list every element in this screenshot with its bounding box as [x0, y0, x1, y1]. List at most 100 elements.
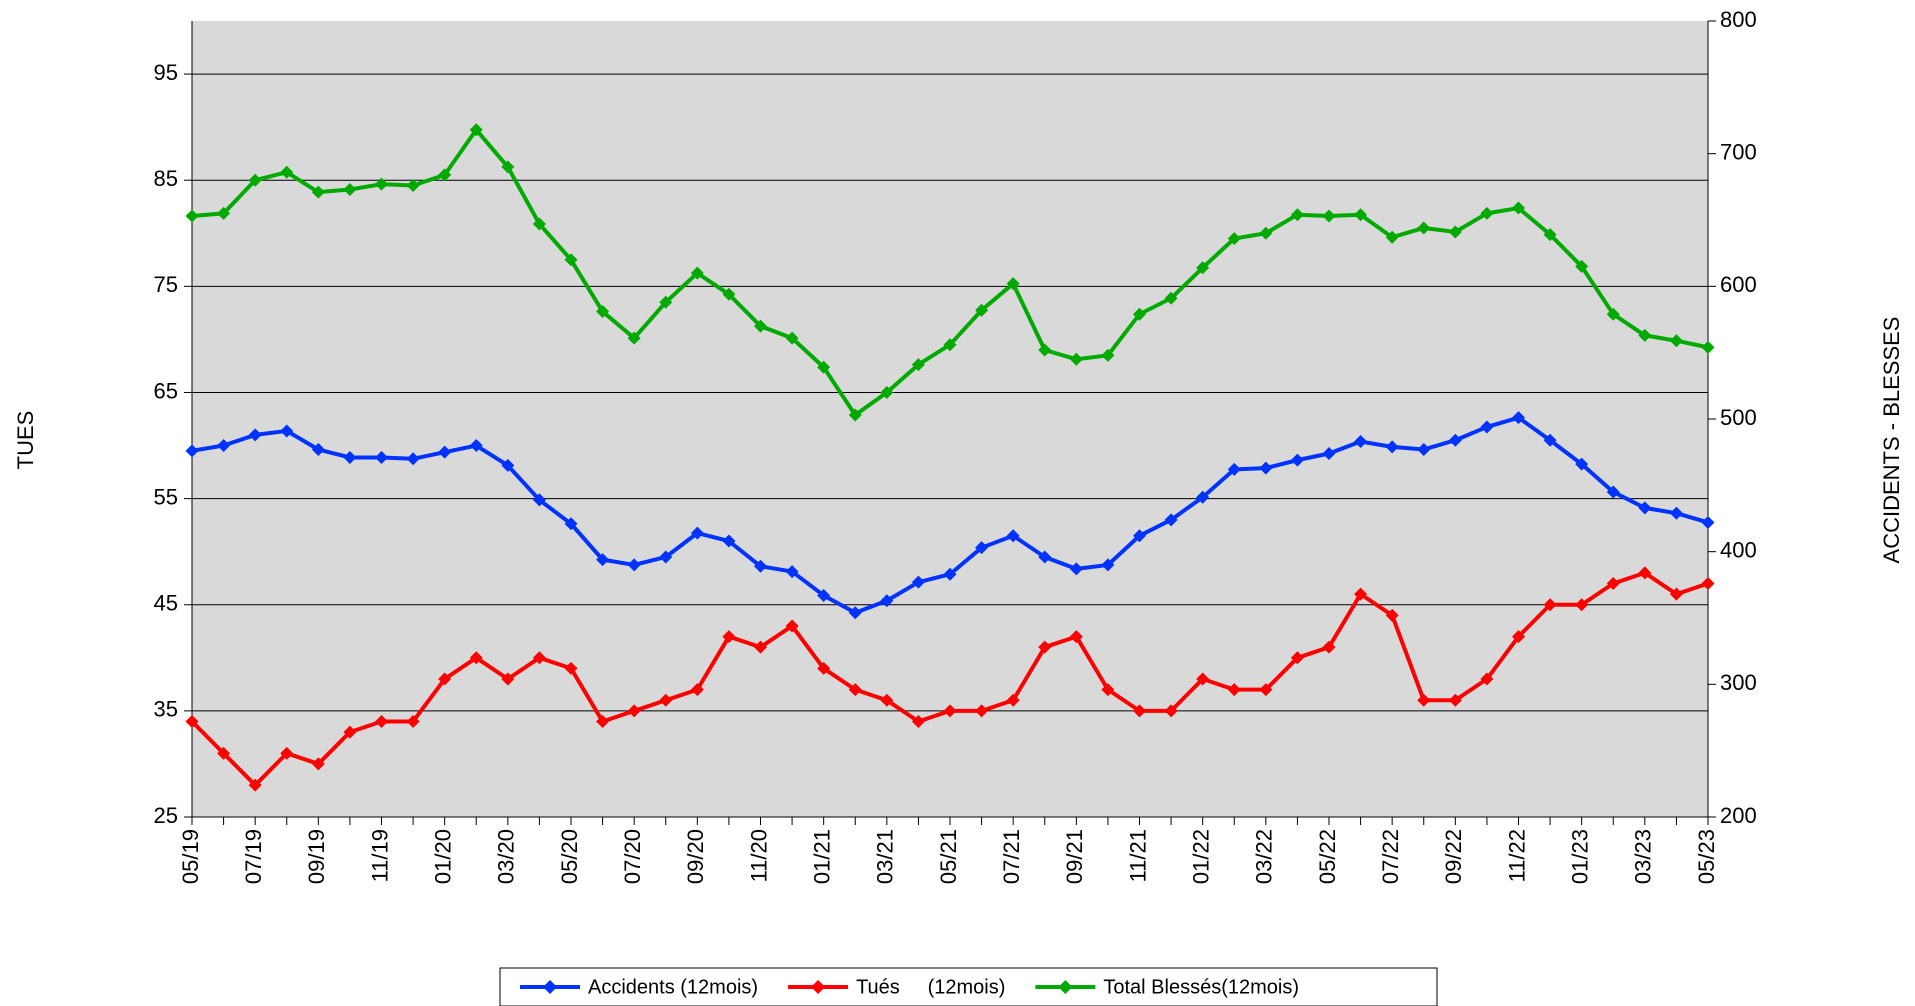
marker — [217, 439, 231, 453]
marker — [1417, 221, 1431, 235]
marker — [185, 714, 199, 728]
marker — [659, 693, 673, 707]
x-tick-label: 09/20 — [683, 829, 708, 884]
x-tick-label: 07/22 — [1378, 829, 1403, 884]
marker — [185, 209, 199, 223]
marker — [1543, 433, 1557, 447]
marker — [1101, 683, 1115, 697]
x-tick-label: 05/22 — [1315, 829, 1340, 884]
marker — [469, 123, 483, 137]
marker — [943, 704, 957, 718]
marker — [1354, 587, 1368, 601]
marker — [596, 305, 610, 319]
marker — [880, 594, 894, 608]
marker — [817, 588, 831, 602]
marker — [596, 553, 610, 567]
marker — [1259, 683, 1273, 697]
y-tick-label: 85 — [154, 166, 178, 191]
marker — [1069, 630, 1083, 644]
marker — [817, 360, 831, 374]
marker — [1133, 529, 1146, 543]
marker — [1669, 506, 1683, 520]
legend-marker — [1058, 980, 1073, 994]
marker — [1038, 640, 1052, 654]
marker — [754, 640, 767, 654]
legend-label: Total Blessés(12mois) — [1103, 976, 1299, 998]
marker — [817, 661, 831, 675]
marker — [1575, 598, 1589, 612]
marker — [1101, 348, 1115, 362]
marker — [1543, 598, 1557, 612]
marker — [1448, 225, 1462, 239]
marker — [343, 450, 357, 464]
marker — [564, 253, 578, 267]
marker — [627, 704, 641, 718]
marker — [911, 358, 925, 372]
marker — [943, 338, 957, 352]
marker — [1480, 672, 1494, 686]
marker — [1290, 651, 1304, 665]
marker — [1701, 515, 1715, 529]
marker — [280, 165, 294, 179]
x-tick-label: 09/22 — [1441, 829, 1466, 884]
x-tick-label: 05/21 — [936, 829, 961, 884]
marker — [1164, 704, 1178, 718]
marker — [532, 493, 546, 507]
marker — [532, 217, 546, 231]
marker — [754, 559, 767, 573]
y-tick-label: 45 — [154, 591, 178, 616]
marker — [1038, 550, 1052, 564]
marker — [596, 714, 610, 728]
x-tick-label: 09/21 — [1062, 829, 1087, 884]
marker — [1259, 226, 1273, 240]
marker — [248, 778, 262, 792]
marker — [975, 704, 989, 718]
marker — [754, 319, 767, 333]
marker — [1417, 693, 1431, 707]
x-tick-label: 05/23 — [1694, 829, 1719, 884]
y2-tick-label: 600 — [1720, 272, 1757, 297]
marker — [1575, 259, 1589, 273]
marker — [311, 757, 325, 771]
y-tick-label: 35 — [154, 697, 178, 722]
marker — [722, 630, 736, 644]
plot-area — [192, 21, 1708, 817]
marker — [406, 179, 420, 193]
marker — [1701, 577, 1715, 591]
y-tick-label: 25 — [154, 803, 178, 828]
marker — [1638, 328, 1652, 342]
marker — [1701, 340, 1715, 354]
x-tick-label: 05/20 — [557, 829, 582, 884]
marker — [785, 565, 799, 579]
marker — [248, 173, 262, 187]
marker — [564, 661, 578, 675]
y-tick-label: 55 — [154, 484, 178, 509]
marker — [1669, 334, 1683, 348]
legend-label: Tués (12mois) — [856, 976, 1005, 998]
marker — [311, 185, 325, 199]
marker — [1133, 307, 1146, 321]
marker — [1512, 630, 1525, 644]
y-axis-label: TUES — [13, 411, 38, 470]
x-tick-label: 03/20 — [494, 829, 519, 884]
marker — [1512, 411, 1525, 425]
marker — [1354, 435, 1368, 449]
marker — [659, 295, 673, 309]
marker — [722, 534, 736, 548]
marker — [1038, 343, 1052, 357]
marker — [217, 206, 231, 220]
marker — [1322, 209, 1336, 223]
marker — [1322, 446, 1336, 460]
marker — [848, 683, 862, 697]
marker — [1006, 529, 1020, 543]
y2-tick-label: 700 — [1720, 139, 1757, 164]
x-tick-label: 03/21 — [873, 829, 898, 884]
marker — [1385, 608, 1399, 622]
marker — [1606, 577, 1620, 591]
marker — [1133, 704, 1146, 718]
x-tick-label: 11/22 — [1504, 829, 1529, 882]
marker — [564, 517, 578, 531]
marker — [1227, 232, 1241, 246]
x-tick-label: 05/19 — [178, 829, 203, 884]
